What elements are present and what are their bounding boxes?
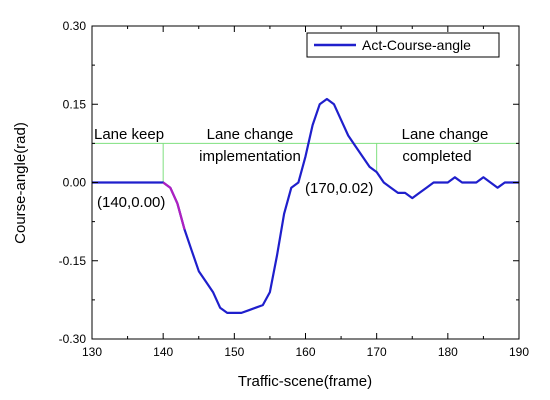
region-label-implementation-line2: implementation [199,148,301,165]
annotation-140: (140,0.00) [97,194,165,211]
x-tick-label-160: 160 [295,345,315,359]
region-label-completed-line2: completed [402,148,471,165]
region-label-lane-keep: Lane keep [94,126,164,143]
x-axis-title: Traffic-scene(frame) [238,373,372,390]
y-tick-label--0.30: -0.30 [59,332,87,346]
x-tick-label-190: 190 [509,345,529,359]
legend-entry: Act-Course-angle [362,37,471,53]
y-tick-label-0.15: 0.15 [63,97,87,111]
region-label-completed-line1: Lane change [402,126,489,143]
y-tick-label-0.00: 0.00 [63,176,87,190]
highlight-segment [162,181,186,230]
y-tick-label--0.15: -0.15 [59,254,87,268]
x-tick-label-170: 170 [367,345,387,359]
x-tick-label-180: 180 [438,345,458,359]
legend: Act-Course-angle [306,32,500,58]
annotation-170: (170,0.02) [305,180,373,197]
x-tick-label-140: 140 [153,345,173,359]
x-tick-label-150: 150 [224,345,244,359]
y-tick-label-0.30: 0.30 [63,19,87,33]
x-tick-label-130: 130 [82,345,102,359]
y-axis-title: Course-angle(rad) [12,122,29,244]
region-label-implementation-line1: Lane change [207,126,294,143]
